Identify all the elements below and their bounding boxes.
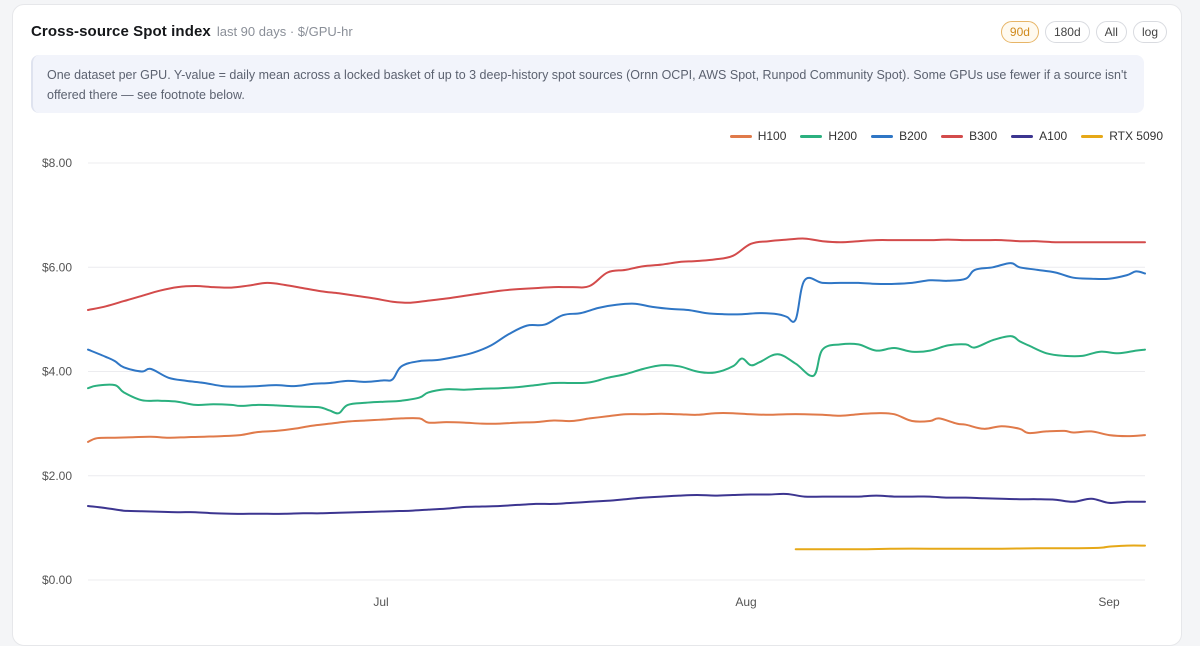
- series-line-h100: [87, 412, 1146, 443]
- legend-label: A100: [1039, 129, 1068, 143]
- series-line-a100: [87, 492, 1146, 515]
- legend-swatch: [871, 134, 894, 138]
- legend-label: RTX 5090: [1109, 129, 1163, 143]
- legend-item-b200[interactable]: B200: [871, 129, 927, 143]
- legend-item-a100[interactable]: A100: [1011, 129, 1067, 143]
- legend-item-h100[interactable]: H100: [729, 129, 787, 143]
- x-tick-label: Aug: [735, 595, 756, 609]
- legend-swatch: [1081, 134, 1104, 138]
- legend-swatch: [1011, 134, 1034, 138]
- series-line-b200: [87, 262, 1146, 388]
- y-tick-label: $8.00: [42, 156, 72, 170]
- legend-label: B300: [969, 129, 998, 143]
- legend-label: H100: [757, 129, 787, 143]
- legend-swatch: [941, 134, 964, 138]
- chart-subtitle: last 90 days · $/GPU-hr: [216, 24, 353, 39]
- x-tick-label: Jul: [373, 595, 388, 609]
- series-line-rtx-5090: [794, 544, 1146, 551]
- methodology-note: One dataset per GPU. Y-value = daily mea…: [31, 55, 1144, 113]
- legend-swatch: [729, 134, 752, 138]
- range-selector: 90d 180d All log: [1000, 21, 1167, 43]
- y-tick-label: $4.00: [42, 365, 72, 379]
- y-tick-label: $6.00: [42, 260, 72, 274]
- chart-title: Cross-source Spot index: [31, 23, 211, 40]
- range-all-button[interactable]: All: [1095, 21, 1127, 43]
- series-line-b300: [87, 237, 1146, 311]
- legend-swatch: [800, 134, 823, 138]
- card-header: Cross-source Spot index last 90 days · $…: [31, 23, 353, 40]
- log-scale-toggle[interactable]: log: [1132, 21, 1167, 43]
- legend-label: H200: [828, 129, 858, 143]
- x-tick-label: Sep: [1098, 595, 1120, 609]
- chart-legend: H100 H200 B200 B300 A100 RTX 5090: [729, 129, 1163, 143]
- line-chart: $0.00 $2.00 $4.00 $6.00 $8.00 Jul Aug Sep: [42, 156, 1146, 609]
- legend-item-rtx-5090[interactable]: RTX 5090: [1081, 129, 1163, 143]
- legend-item-h200[interactable]: H200: [800, 129, 857, 143]
- range-180d-button[interactable]: 180d: [1044, 21, 1090, 43]
- range-90d-button[interactable]: 90d: [1000, 21, 1039, 43]
- series-line-h200: [87, 335, 1146, 415]
- spot-index-card: Cross-source Spot index last 90 days · $…: [12, 4, 1182, 646]
- legend-label: B200: [899, 129, 928, 143]
- legend-item-b300[interactable]: B300: [941, 129, 997, 143]
- y-tick-label: $0.00: [42, 573, 72, 587]
- y-tick-label: $2.00: [42, 469, 72, 483]
